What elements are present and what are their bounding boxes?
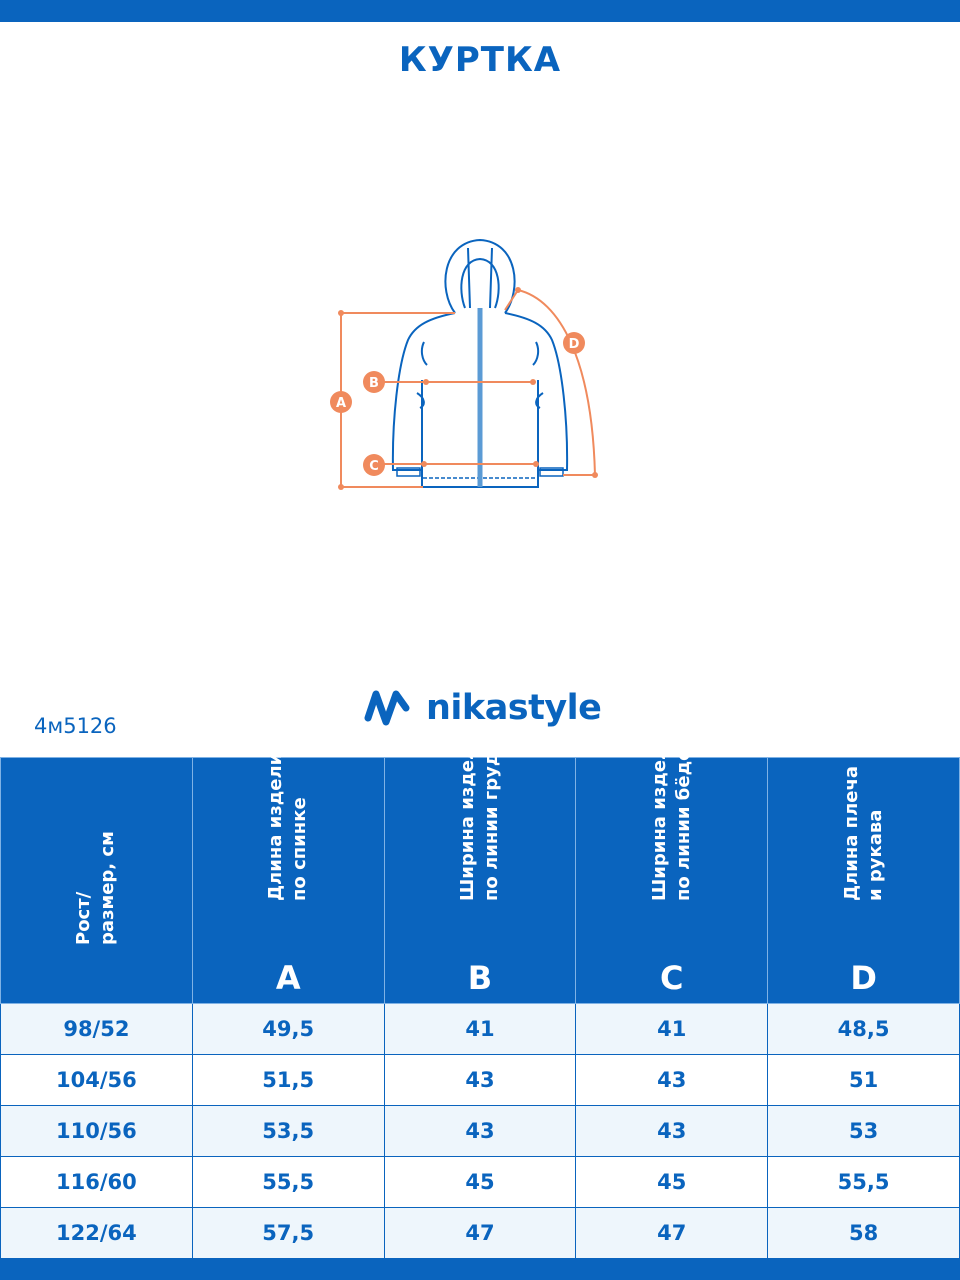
brand-logo: nikastyle	[364, 686, 602, 730]
table-row: 116/60 55,5 45 45 55,5	[0, 1156, 960, 1208]
header-letter: D	[850, 959, 877, 997]
table-cell: 41	[575, 1003, 769, 1055]
article-number: 4м5126	[34, 714, 117, 738]
header-label: Ширина изделия по линии груди	[456, 722, 502, 901]
header-a: Длина изделия по спинке A	[191, 741, 385, 1004]
brand-logo-icon	[364, 690, 410, 726]
table-cell: 45	[383, 1156, 577, 1208]
size-table: Рост/ размер, см Длина изделия по спинке…	[0, 723, 960, 1259]
table-cell: 41	[383, 1003, 577, 1055]
table-cell: 98/52	[0, 1003, 193, 1055]
table-row: 104/56 51,5 43 43 51	[0, 1054, 960, 1106]
table-cell: 55,5	[767, 1156, 960, 1208]
table-cell: 43	[575, 1105, 769, 1157]
header-size: Рост/ размер, см	[0, 757, 193, 1004]
svg-text:B: B	[369, 376, 379, 391]
header-label: Длина плеча и рукава	[840, 765, 886, 901]
header-label: Рост/ размер, см	[73, 831, 119, 945]
table-row: 122/64 57,5 47 47 58	[0, 1207, 960, 1259]
bottom-bar	[0, 1258, 960, 1280]
top-bar	[0, 0, 960, 22]
table-cell: 49,5	[191, 1003, 385, 1055]
header-d: Длина плеча и рукава D	[767, 757, 960, 1004]
label-d: D	[563, 332, 585, 354]
label-b: B	[363, 371, 385, 393]
table-header-row: Рост/ размер, см Длина изделия по спинке…	[0, 723, 960, 1004]
header-c: Ширина изделия по линии бёдер C	[575, 723, 769, 1004]
table-cell: 47	[575, 1207, 769, 1259]
header-label: Длина изделия по спинке	[265, 741, 311, 901]
table-cell: 55,5	[191, 1156, 385, 1208]
table-cell: 51	[767, 1054, 960, 1106]
header-b: Ширина изделия по линии груди B	[383, 723, 577, 1004]
label-a: A	[330, 391, 352, 413]
table-cell: 58	[767, 1207, 960, 1259]
table-cell: 45	[575, 1156, 769, 1208]
table-cell: 51,5	[191, 1054, 385, 1106]
table-cell: 110/56	[0, 1105, 193, 1157]
jacket-measurement-diagram: A B C D	[330, 238, 598, 490]
brand-name: nikastyle	[426, 688, 602, 728]
table-row: 110/56 53,5 43 43 53	[0, 1105, 960, 1157]
header-letter: C	[660, 959, 684, 997]
table-cell: 47	[383, 1207, 577, 1259]
table-row: 98/52 49,5 41 41 48,5	[0, 1003, 960, 1055]
table-cell: 53	[767, 1105, 960, 1157]
header-letter: B	[467, 959, 493, 997]
table-cell: 43	[383, 1054, 577, 1106]
svg-text:A: A	[336, 396, 346, 411]
label-c: C	[363, 454, 385, 476]
svg-text:C: C	[369, 459, 379, 474]
table-cell: 104/56	[0, 1054, 193, 1106]
table-cell: 122/64	[0, 1207, 193, 1259]
header-label: Ширина изделия по линии бёдер	[648, 722, 694, 901]
table-cell: 116/60	[0, 1156, 193, 1208]
header-letter: A	[275, 959, 301, 997]
table-cell: 43	[575, 1054, 769, 1106]
page-title: КУРТКА	[398, 40, 562, 80]
table-cell: 53,5	[191, 1105, 385, 1157]
table-cell: 43	[383, 1105, 577, 1157]
table-cell: 48,5	[767, 1003, 960, 1055]
table-cell: 57,5	[191, 1207, 385, 1259]
svg-text:D: D	[569, 337, 580, 352]
